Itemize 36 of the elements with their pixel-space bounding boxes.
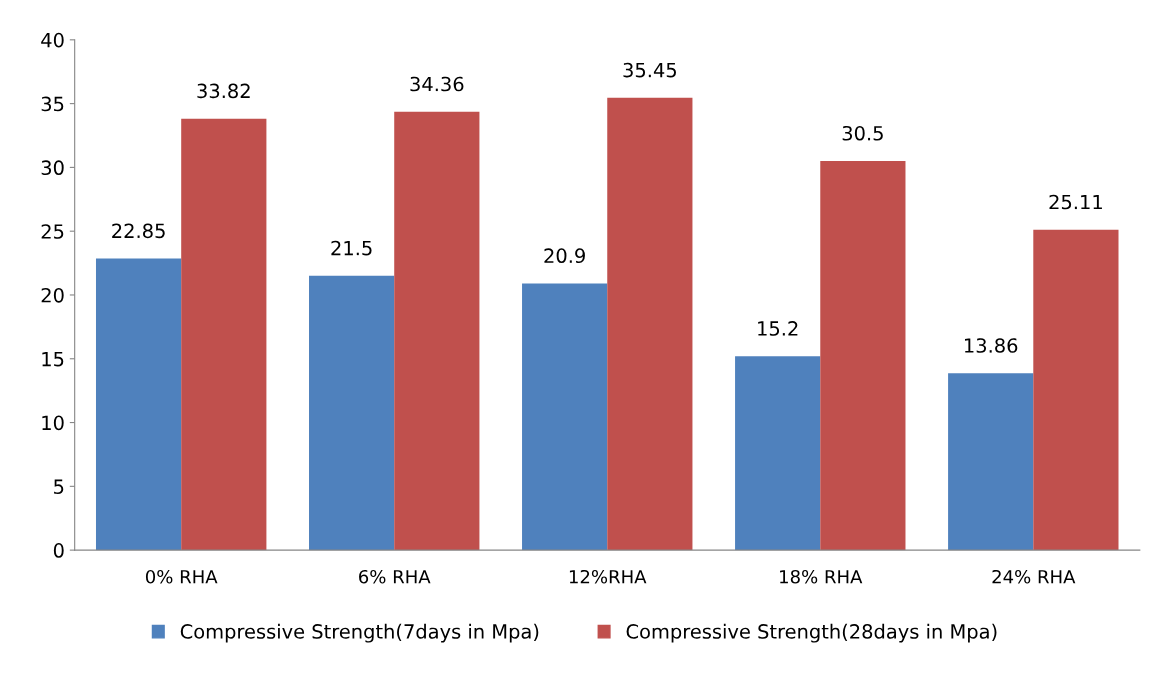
y-tick-label: 40 <box>41 32 64 48</box>
legend-label: Compressive Strength(7days in Mpa) <box>180 623 539 643</box>
data-label: 22.85 <box>112 223 165 239</box>
y-tick-label: 0 <box>53 543 64 558</box>
y-tick-label: 15 <box>42 351 64 367</box>
data-label: 30.5 <box>842 125 883 141</box>
bar <box>820 161 906 551</box>
data-label: 33.82 <box>197 83 250 99</box>
data-label: 35.45 <box>623 62 676 78</box>
y-tick-label: 20 <box>41 287 64 303</box>
y-tick-label: 30 <box>41 160 64 176</box>
y-tick-label: 35 <box>41 96 64 112</box>
legend-label: Compressive Strength(28days in Mpa) <box>626 623 997 643</box>
bar <box>394 111 480 551</box>
bar <box>95 258 182 551</box>
x-tick-label: 12%RHA <box>569 569 647 584</box>
y-tick-label: 10 <box>42 415 64 431</box>
x-tick-label: 18% RHA <box>780 569 863 584</box>
data-label: 20.9 <box>544 248 585 264</box>
bar <box>309 275 395 551</box>
bar <box>948 373 1034 551</box>
bar <box>607 97 693 551</box>
data-label: 13.86 <box>964 338 1018 353</box>
bar <box>1033 229 1119 551</box>
x-tick-label: 6% RHA <box>359 569 431 584</box>
bar <box>181 118 267 551</box>
y-tick-label: 25 <box>41 224 64 239</box>
data-label: 34.36 <box>410 76 464 92</box>
data-label: 25.11 <box>1049 194 1102 210</box>
data-label: 15.2 <box>758 321 798 336</box>
data-label: 21.5 <box>331 240 372 256</box>
bar <box>735 356 821 551</box>
y-tick-label: 5 <box>54 479 64 494</box>
bar <box>522 283 608 551</box>
x-tick-label: 0% RHA <box>145 569 218 584</box>
x-tick-label: 24% RHA <box>992 569 1076 584</box>
